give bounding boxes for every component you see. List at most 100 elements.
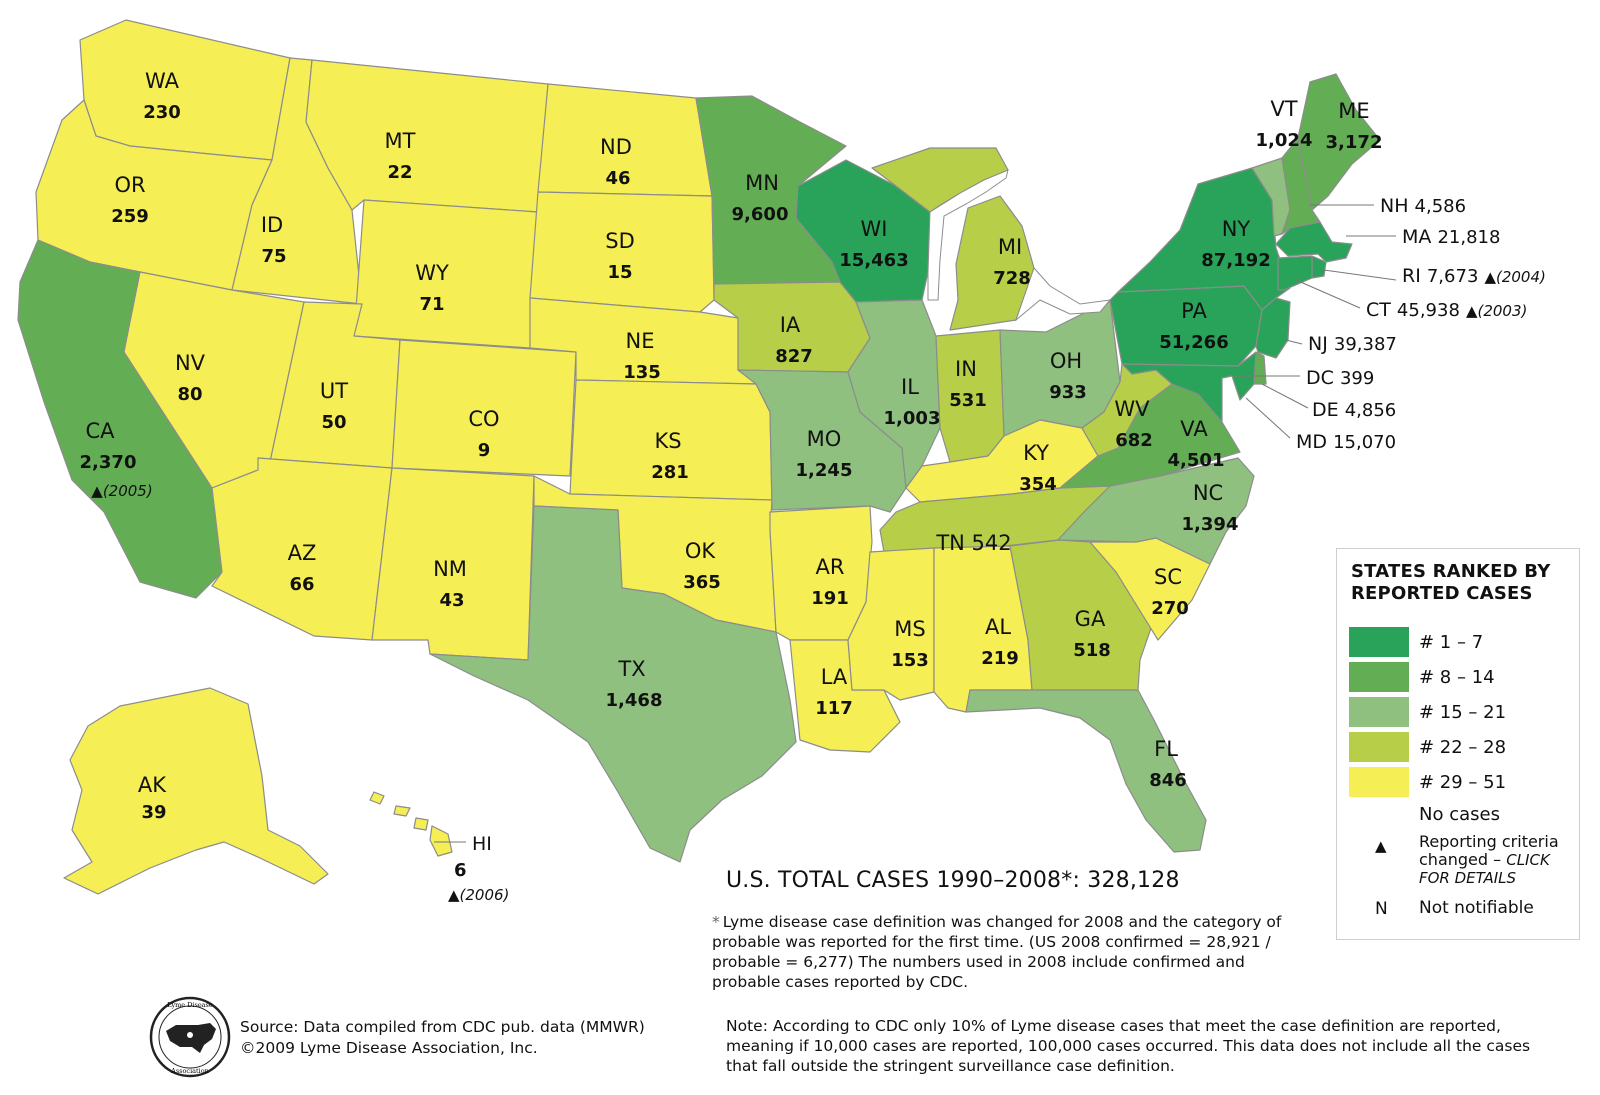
state-MD[interactable] <box>1121 351 1257 423</box>
svg-text:354: 354 <box>1019 474 1057 495</box>
legend-swatch <box>1349 767 1409 797</box>
label-OK: OK 365 <box>683 539 721 593</box>
label-MI: MI 728 <box>993 235 1031 289</box>
legend-swatch <box>1349 697 1409 727</box>
leader-RI <box>1323 269 1397 281</box>
svg-text:IN: IN <box>955 357 977 381</box>
label-CA: CA 2,370 ▲(2005) <box>80 419 153 500</box>
label-KS: KS 281 <box>651 429 689 483</box>
label-DE: DE 4,856 <box>1312 399 1396 421</box>
svg-text:846: 846 <box>1149 770 1187 791</box>
cdc-note: Note: According to CDC only 10% of Lyme … <box>726 1017 1531 1075</box>
state-MA[interactable] <box>1275 221 1353 263</box>
svg-text:OH: OH <box>1050 349 1082 373</box>
state-MT[interactable] <box>305 59 549 213</box>
us-total-cases: U.S. TOTAL CASES 1990–2008*: 328,128 <box>726 868 1180 893</box>
svg-text:1,003: 1,003 <box>884 408 941 429</box>
label-NH: NH 4,586 <box>1380 195 1466 217</box>
label-AZ: AZ 66 <box>288 541 317 595</box>
label-VT: VT 1,024 <box>1256 97 1313 151</box>
state-HI[interactable] <box>369 791 453 857</box>
legend-item-rank-8-14: # 8 – 14 <box>1349 662 1577 692</box>
label-ND: ND 46 <box>600 135 632 189</box>
legend-not-notifiable: N Not notifiable <box>1375 898 1534 919</box>
svg-text:NV: NV <box>175 351 206 375</box>
svg-text:TN 542: TN 542 <box>935 531 1011 555</box>
state-FL[interactable] <box>965 689 1207 853</box>
great-lakes <box>927 169 1112 322</box>
label-AL: AL 219 <box>981 615 1019 669</box>
label-FL: FL 846 <box>1149 737 1187 791</box>
svg-text:682: 682 <box>1115 430 1153 451</box>
svg-text:AL: AL <box>985 615 1011 639</box>
svg-text:NE: NE <box>626 329 655 353</box>
label-AR: AR 191 <box>811 555 849 609</box>
svg-text:135: 135 <box>623 362 661 383</box>
state-CO[interactable] <box>391 339 577 477</box>
label-CT: CT 45,938 ▲(2003) <box>1366 299 1527 321</box>
svg-text:87,192: 87,192 <box>1201 250 1270 271</box>
svg-text:KS: KS <box>654 429 681 453</box>
label-MN: MN 9,600 <box>732 171 789 225</box>
copyright-line: ©2009 Lyme Disease Association, Inc. <box>240 1039 538 1057</box>
svg-text:117: 117 <box>815 698 853 719</box>
label-NC: NC 1,394 <box>1182 481 1239 535</box>
svg-text:AK: AK <box>138 773 167 797</box>
svg-text:191: 191 <box>811 588 849 609</box>
legend-swatch <box>1349 732 1409 762</box>
svg-text:71: 71 <box>419 294 444 315</box>
label-RI: RI 7,673 ▲(2004) <box>1402 265 1546 287</box>
details-link[interactable]: FOR DETAILS <box>1419 869 1517 887</box>
svg-text:22: 22 <box>387 162 412 183</box>
svg-text:▲(2005): ▲(2005) <box>91 482 152 500</box>
label-NE: NE 135 <box>623 329 661 383</box>
label-NV: NV 80 <box>175 351 206 405</box>
state-CT[interactable] <box>1277 255 1313 291</box>
state-WA[interactable] <box>79 19 291 161</box>
click-link[interactable]: CLICK <box>1506 851 1550 869</box>
svg-text:ND: ND <box>600 135 632 159</box>
source-line: Source: Data compiled from CDC pub. data… <box>240 1018 645 1036</box>
svg-text:WY: WY <box>415 261 449 285</box>
legend-swatch <box>1349 627 1409 657</box>
svg-text:3,172: 3,172 <box>1326 132 1383 153</box>
svg-text:NM: NM <box>433 557 467 581</box>
svg-text:4,501: 4,501 <box>1168 450 1225 471</box>
label-GA: GA 518 <box>1073 607 1111 661</box>
svg-text:531: 531 <box>949 390 987 411</box>
state-AK[interactable] <box>63 687 329 895</box>
leader-DE <box>1261 383 1309 409</box>
state-PA[interactable] <box>1109 285 1263 367</box>
svg-text:CA: CA <box>85 419 115 443</box>
svg-text:MS: MS <box>894 617 925 641</box>
triangle-icon: ▲ <box>1375 837 1387 855</box>
svg-text:OK: OK <box>685 539 717 563</box>
svg-text:WV: WV <box>1114 397 1150 421</box>
svg-text:9,600: 9,600 <box>732 204 789 225</box>
state-TX[interactable] <box>429 505 797 863</box>
state-SD[interactable] <box>529 191 715 313</box>
label-MS: MS 153 <box>891 617 929 671</box>
label-SD: SD 15 <box>605 229 635 283</box>
svg-text:15,463: 15,463 <box>839 250 908 271</box>
svg-text:230: 230 <box>143 102 181 123</box>
svg-text:39: 39 <box>141 802 166 823</box>
svg-text:933: 933 <box>1049 382 1087 403</box>
legend-swatch <box>1349 662 1409 692</box>
legend-item-no-cases: No cases <box>1349 799 1577 829</box>
svg-text:Lyme Disease: Lyme Disease <box>167 1001 213 1009</box>
svg-text:AR: AR <box>816 555 845 579</box>
state-NJ[interactable] <box>1255 297 1291 359</box>
label-HI-cases: 6 <box>454 860 467 881</box>
svg-text:ID: ID <box>261 213 283 237</box>
label-NY: NY 87,192 <box>1201 217 1270 271</box>
svg-text:OR: OR <box>114 173 145 197</box>
svg-text:827: 827 <box>775 346 813 367</box>
svg-text:15: 15 <box>607 262 632 283</box>
leader-NJ <box>1285 339 1303 345</box>
legend-swatch <box>1349 799 1409 829</box>
label-WA: WA 230 <box>143 69 181 123</box>
legend-triangle-note[interactable]: ▲ Reporting criteria changed – CLICK FOR… <box>1375 832 1559 888</box>
label-UT: UT 50 <box>320 379 348 433</box>
label-PA: PA 51,266 <box>1159 299 1228 353</box>
